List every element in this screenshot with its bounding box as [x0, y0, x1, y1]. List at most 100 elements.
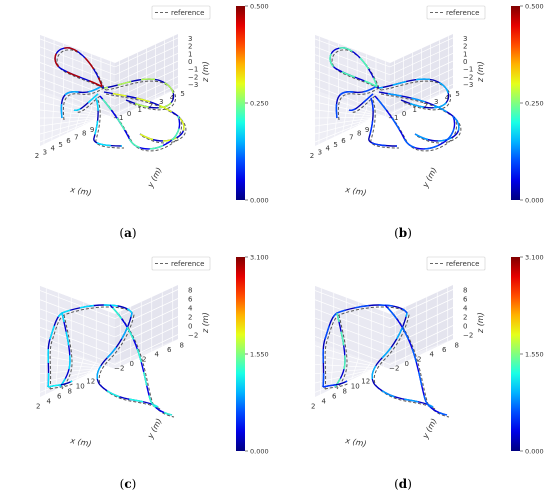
grid-line-y	[314, 367, 384, 375]
z-tick-label: 2	[188, 314, 192, 322]
colorbar-label-max: 3.100	[250, 254, 269, 262]
error-segment	[374, 95, 456, 150]
grid-line-z	[39, 289, 179, 319]
grid-line-z	[314, 76, 454, 107]
x-tick-label: 4	[50, 145, 55, 153]
z-axis-label: z (m)	[201, 312, 210, 334]
x-tick-label: 8	[82, 130, 86, 138]
colorbar-label-mid: 0.250	[250, 100, 269, 108]
grid-line-y	[314, 367, 382, 384]
x-tick-label: 5	[58, 141, 62, 149]
grid-line-x	[43, 36, 46, 145]
grid-line-y	[39, 93, 115, 119]
colorbar-label-min: 0.000	[525, 448, 544, 456]
x-tick-label: 2	[36, 403, 40, 411]
reference-path	[49, 382, 75, 390]
grid-line-x	[319, 288, 322, 395]
grid-line-y	[314, 93, 390, 119]
y-tick-label: 0	[405, 360, 409, 368]
x-tick-label: 4	[47, 398, 52, 406]
trajectory-group	[329, 47, 462, 152]
reference-path	[105, 80, 176, 111]
reference-path	[75, 95, 125, 149]
z-tick-label: 1	[188, 50, 192, 58]
grid-line-z	[314, 298, 454, 329]
grid-line-x	[75, 50, 83, 130]
z-tick-label: 6	[188, 296, 193, 304]
grid-line-x	[67, 47, 74, 133]
y-tick-label: 0	[402, 110, 406, 118]
colorbar-label-mid: 1.550	[525, 351, 544, 359]
z-tick-label: 0	[188, 323, 192, 331]
z-tick-label: 2	[463, 43, 467, 51]
grid-line-x	[83, 54, 92, 126]
grid-line-x	[51, 40, 55, 141]
grid-line-z	[39, 334, 179, 365]
chart-panel-c: 2 4 6 8 10 12 −2 0 2 4 6 8 8 6 4 2 0 −2 x (m) y (m) z (m) ref…	[0, 251, 275, 502]
legend-box	[426, 5, 486, 20]
grid-line-x	[76, 302, 85, 380]
error-segment	[329, 47, 380, 89]
grid-line-x	[358, 54, 367, 126]
pane-floor	[315, 339, 453, 397]
colorbar-label-min: 0.000	[250, 448, 269, 456]
error-segment	[99, 384, 159, 408]
x-tick-label: 6	[341, 137, 346, 145]
y-tick-label: 2	[417, 355, 421, 363]
y-tick-label: 0	[130, 360, 134, 368]
error-segment	[59, 312, 71, 388]
z-tick-label: 1	[463, 50, 467, 58]
x-tick-label: 4	[322, 398, 327, 406]
z-tick-label: 2	[188, 43, 192, 51]
y-tick-label: 4	[445, 94, 450, 102]
grid-line-z	[314, 68, 454, 99]
grid-line-y	[314, 115, 379, 143]
y-tick-label: −1	[388, 114, 398, 122]
y-tick-label: 8	[455, 341, 459, 349]
x-tick-label: 8	[343, 388, 347, 396]
trajectory-group	[47, 304, 175, 418]
colorbar	[236, 257, 245, 451]
pane-right	[390, 285, 453, 369]
y-tick-label: 5	[180, 90, 184, 98]
legend-label: reference	[446, 260, 479, 268]
grid-line-z	[314, 334, 454, 365]
x-tick-label: 6	[332, 393, 337, 401]
z-tick-label: 8	[188, 287, 192, 295]
x-tick-label: 3	[318, 148, 322, 156]
y-tick-label: 2	[142, 355, 146, 363]
x-tick-label: 12	[361, 378, 370, 386]
error-segment	[322, 380, 348, 388]
error-segment	[73, 93, 123, 147]
z-tick-label: −1	[463, 66, 473, 74]
x-tick-label: 12	[86, 378, 95, 386]
z-tick-label: −3	[463, 81, 473, 89]
y-tick-label: 6	[167, 346, 172, 354]
grid-line-y	[39, 109, 111, 118]
colorbar	[236, 6, 245, 200]
x-tick-label: 10	[76, 383, 85, 391]
y-tick-label: 8	[180, 341, 184, 349]
z-tick-label: 0	[463, 58, 467, 66]
reference-path	[380, 80, 451, 111]
z-tick-label: −1	[188, 66, 198, 74]
grid-line-x	[86, 307, 97, 375]
x-tick-label: 4	[325, 145, 330, 153]
y-tick-label: 4	[430, 351, 435, 359]
x-tick-label: 7	[349, 133, 353, 141]
y-tick-label: 6	[442, 346, 447, 354]
x-tick-label: 2	[35, 152, 39, 160]
trajectory-group	[322, 304, 450, 418]
grid-line-y	[39, 366, 105, 393]
grid-line-z	[39, 325, 179, 356]
error-segment	[54, 47, 105, 89]
colorbar-label-mid: 1.550	[250, 351, 269, 359]
grid-line-z	[314, 45, 454, 76]
x-tick-label: 10	[351, 383, 360, 391]
z-tick-label: 2	[463, 314, 467, 322]
grid-line-z	[39, 76, 179, 107]
grid-line-z	[39, 307, 179, 338]
